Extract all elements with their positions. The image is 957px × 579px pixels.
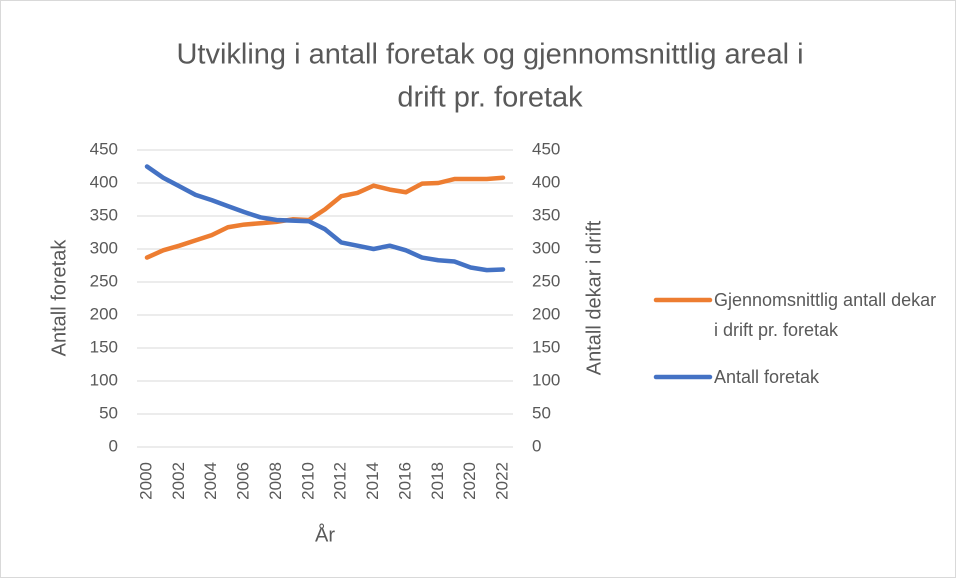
x-tick-label: 2006	[234, 462, 253, 500]
legend-label: Gjennomsnittlig antall dekar i drift pr.…	[714, 290, 937, 340]
x-axis-title: År	[315, 523, 335, 546]
y-tick-label: 350	[90, 205, 118, 224]
x-tick-label: 2016	[395, 462, 414, 500]
y2-tick-label: 200	[532, 304, 560, 323]
y2-tick-label: 50	[532, 403, 551, 422]
chart-title: drift pr. foretak	[397, 82, 583, 114]
y-tick-label: 400	[90, 172, 118, 191]
y-axis-title: Antall foretak	[48, 239, 70, 357]
x-tick-label: 2004	[201, 462, 220, 500]
y2-axis-title: Antall dekar i drift	[583, 220, 605, 375]
y2-tick-label: 300	[532, 238, 560, 257]
y2-tick-label: 450	[532, 139, 560, 158]
chart-title: Utvikling i antall foretak og gjennomsni…	[176, 39, 803, 71]
x-tick-label: 2018	[428, 462, 447, 500]
y-tick-label: 100	[90, 370, 118, 389]
x-tick-label: 2014	[363, 462, 382, 500]
x-tick-label: 2008	[266, 462, 285, 500]
y-tick-label: 0	[109, 436, 118, 455]
series-line	[144, 164, 506, 273]
y2-tick-label: 100	[532, 370, 560, 389]
y-tick-label: 150	[90, 337, 118, 356]
y-tick-label: 250	[90, 271, 118, 290]
x-tick-label: 2012	[331, 462, 350, 500]
y2-tick-label: 150	[532, 337, 560, 356]
x-tick-label: 2002	[169, 462, 188, 500]
y-tick-label: 50	[99, 403, 118, 422]
series-line	[144, 175, 506, 260]
y-tick-label: 300	[90, 238, 118, 257]
x-tick-label: 2020	[460, 462, 479, 500]
y-tick-label: 200	[90, 304, 118, 323]
x-tick-label: 2010	[298, 462, 317, 500]
x-tick-label: 2022	[492, 462, 511, 500]
y2-tick-label: 350	[532, 205, 560, 224]
legend-label: Antall foretak	[714, 367, 820, 387]
y2-tick-label: 250	[532, 271, 560, 290]
y2-tick-label: 0	[532, 436, 541, 455]
x-tick-label: 2000	[136, 462, 155, 500]
y-tick-label: 450	[90, 139, 118, 158]
y2-tick-label: 400	[532, 172, 560, 191]
